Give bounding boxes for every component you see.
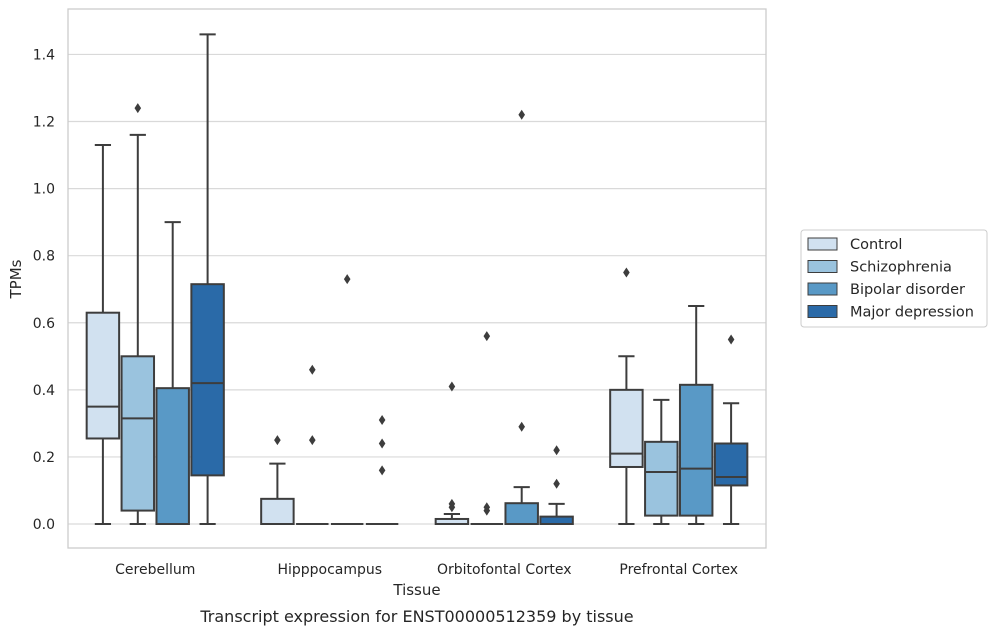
box — [190, 283, 225, 477]
box-group — [504, 109, 539, 525]
y-tick-label: 0.4 — [33, 383, 55, 399]
outlier-point — [623, 267, 630, 278]
box — [678, 383, 714, 517]
box — [539, 515, 574, 526]
legend-swatch — [807, 237, 838, 251]
outlier-point — [448, 498, 456, 509]
x-tick-label: Cerebellum — [115, 562, 195, 578]
box — [504, 502, 539, 525]
y-axis-label: TPMs — [7, 259, 25, 299]
box-group — [713, 334, 749, 525]
outlier-point — [274, 435, 281, 446]
outlier-point — [378, 465, 386, 476]
box — [609, 388, 644, 468]
box-group — [260, 435, 295, 526]
outlier-point — [727, 334, 735, 345]
legend-frame — [800, 229, 988, 328]
box — [260, 497, 295, 526]
outlier-point — [378, 438, 386, 449]
legend-swatch — [807, 282, 838, 296]
outlier-point — [448, 381, 456, 392]
box — [155, 387, 190, 525]
legend-label: Bipolar disorder — [850, 282, 965, 298]
box-group — [330, 274, 364, 525]
y-tick-label: 1.2 — [33, 115, 55, 131]
y-tick-label: 0.6 — [33, 316, 55, 332]
chart-caption: Transcript expression for ENST0000051235… — [199, 607, 633, 626]
x-tick-label: Hipppocampus — [277, 562, 382, 578]
x-tick-label: Orbitofontal Cortex — [437, 562, 572, 578]
legend-swatch — [807, 305, 838, 318]
box — [120, 355, 156, 512]
box — [713, 442, 749, 487]
box-group — [85, 143, 121, 525]
boxes — [85, 33, 749, 526]
x-tick-labels: Cerebellum Hipppocampus Orbitofontal Corte… — [115, 562, 738, 578]
outlier-point — [553, 445, 560, 456]
outlier-point — [134, 103, 142, 114]
box-group — [120, 103, 156, 525]
outlier-point — [343, 274, 351, 285]
legend-label: Control — [850, 237, 902, 253]
outlier-point — [309, 435, 316, 446]
y-tick-label: 0.2 — [33, 450, 55, 466]
box — [644, 440, 679, 517]
box-group — [190, 33, 225, 525]
box-group — [678, 304, 714, 525]
y-tick-labels: 0.0 0.2 0.4 0.6 0.8 1.0 1.2 1.4 — [33, 47, 55, 533]
x-axis-label: Tissue — [392, 581, 440, 599]
box-group — [470, 331, 504, 525]
outlier-point — [553, 478, 560, 489]
outlier-point — [309, 364, 316, 375]
y-tick-label: 1.0 — [33, 182, 55, 198]
legend: Control Schizophrenia Bipolar disorder Majo… — [800, 229, 988, 328]
y-tick-label: 1.4 — [33, 47, 55, 63]
box-group — [539, 445, 574, 526]
outlier-point — [518, 421, 525, 432]
outlier-point — [518, 109, 525, 120]
box-group — [434, 381, 470, 525]
legend-swatch — [807, 260, 838, 273]
legend-label: Major depression — [850, 305, 974, 321]
outlier-point — [483, 502, 491, 513]
box-group — [609, 267, 644, 525]
y-tick-label: 0.8 — [33, 249, 55, 265]
legend-label: Schizophrenia — [850, 260, 952, 276]
y-tick-label: 0.0 — [33, 517, 55, 533]
box-group — [365, 415, 399, 525]
plot-frame — [67, 8, 767, 549]
outlier-point — [378, 415, 386, 426]
box-group — [155, 221, 190, 525]
box-group — [644, 398, 679, 525]
x-tick-label: Prefrontal Cortex — [619, 562, 738, 578]
outlier-point — [483, 331, 491, 342]
box — [85, 311, 121, 440]
legend-items: Control Schizophrenia Bipolar disorder Majo… — [807, 237, 974, 321]
box-group — [296, 364, 329, 525]
